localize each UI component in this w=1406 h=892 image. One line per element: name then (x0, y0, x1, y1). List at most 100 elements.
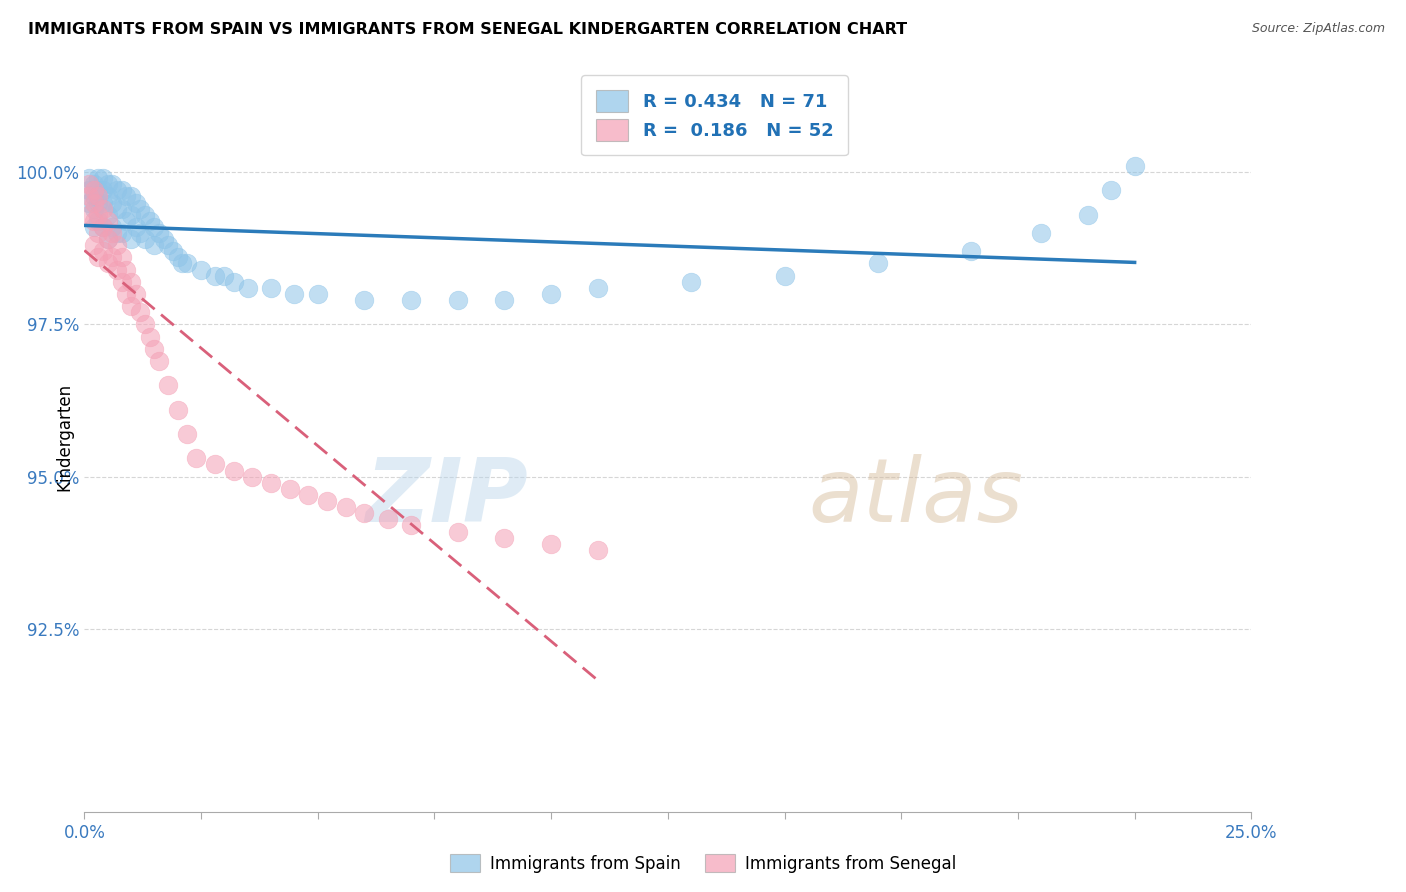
Point (105, 202, 128, 216)
Point (353, 293, 375, 307)
Point (143, 342, 166, 356)
Point (176, 427, 198, 442)
Legend: R = 0.434   N = 71, R =  0.186   N = 52: R = 0.434 N = 71, R = 0.186 N = 52 (581, 75, 848, 155)
Legend: Immigrants from Spain, Immigrants from Senegal: Immigrants from Spain, Immigrants from S… (443, 847, 963, 880)
Point (143, 238, 166, 252)
Point (120, 275, 142, 289)
Point (1123, 159, 1146, 173)
Text: ZIP: ZIP (366, 453, 527, 541)
Point (91, 219, 114, 234)
Point (83, 238, 105, 252)
Point (297, 488, 319, 502)
Point (134, 208, 156, 222)
Point (120, 232, 142, 246)
Point (540, 537, 562, 551)
Point (399, 518, 422, 533)
Point (101, 226, 124, 240)
Point (77, 178, 100, 192)
Point (125, 219, 148, 234)
Point (447, 524, 470, 539)
Point (77, 183, 100, 197)
Point (120, 208, 142, 222)
Point (91, 202, 114, 216)
Point (111, 183, 134, 197)
Point (172, 256, 194, 270)
Point (138, 214, 160, 228)
Point (586, 281, 609, 295)
Point (77, 189, 100, 203)
Point (260, 475, 283, 490)
Point (125, 287, 148, 301)
Point (773, 268, 796, 283)
Point (83, 178, 105, 192)
Point (176, 256, 198, 270)
Point (125, 195, 148, 210)
Point (83, 214, 105, 228)
Point (138, 329, 160, 343)
Point (91, 244, 114, 259)
Point (87, 183, 110, 197)
Point (77, 208, 100, 222)
Point (148, 226, 170, 240)
Point (307, 287, 329, 301)
Point (115, 262, 138, 277)
Point (105, 262, 128, 277)
Point (83, 183, 105, 197)
Point (494, 293, 516, 307)
Point (540, 287, 562, 301)
Point (111, 251, 134, 265)
Point (190, 262, 212, 277)
Text: IMMIGRANTS FROM SPAIN VS IMMIGRANTS FROM SENEGAL KINDERGARTEN CORRELATION CHART: IMMIGRANTS FROM SPAIN VS IMMIGRANTS FROM… (28, 22, 907, 37)
Point (83, 219, 105, 234)
Point (129, 226, 152, 240)
Point (97, 232, 120, 246)
Point (111, 275, 134, 289)
Point (105, 183, 128, 197)
Point (91, 171, 114, 186)
Point (101, 178, 124, 192)
Point (87, 226, 110, 240)
Point (87, 251, 110, 265)
Point (97, 232, 120, 246)
Point (83, 189, 105, 203)
Point (87, 171, 110, 186)
Point (134, 232, 156, 246)
Point (87, 214, 110, 228)
Point (87, 208, 110, 222)
Point (157, 238, 180, 252)
Point (494, 531, 516, 545)
Point (214, 268, 236, 283)
Point (399, 293, 422, 307)
Point (236, 281, 259, 295)
Point (91, 195, 114, 210)
Point (77, 171, 100, 186)
Point (166, 402, 188, 417)
Point (166, 251, 188, 265)
Point (83, 202, 105, 216)
Text: Source: ZipAtlas.com: Source: ZipAtlas.com (1251, 22, 1385, 36)
Point (222, 464, 245, 478)
Point (260, 281, 283, 295)
Point (377, 512, 399, 526)
Point (586, 542, 609, 557)
Point (681, 275, 703, 289)
Point (152, 232, 174, 246)
Point (1099, 183, 1122, 197)
Point (97, 256, 120, 270)
Point (222, 275, 245, 289)
Point (111, 202, 134, 216)
Point (87, 189, 110, 203)
Point (105, 226, 128, 240)
Point (129, 305, 152, 319)
Text: atlas: atlas (808, 454, 1022, 540)
Point (120, 189, 142, 203)
Point (129, 202, 152, 216)
Point (97, 189, 120, 203)
Point (120, 299, 142, 313)
Point (83, 195, 105, 210)
Point (866, 256, 889, 270)
Point (283, 287, 305, 301)
Point (353, 506, 375, 520)
Point (148, 354, 170, 368)
Point (186, 451, 208, 466)
